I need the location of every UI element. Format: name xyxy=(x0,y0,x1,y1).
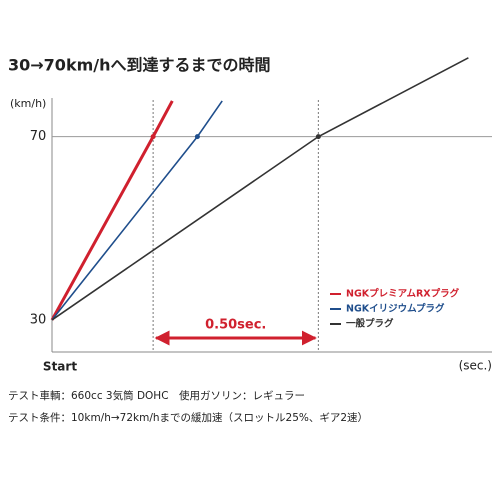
point xyxy=(315,134,321,140)
legend-label: NGKイリジウムプラグ xyxy=(346,303,445,315)
note: テスト車輌：660cc 3気筒 DOHC 使用ガソリン：レギュラー xyxy=(8,389,305,402)
point xyxy=(194,134,200,140)
line xyxy=(51,100,223,321)
legend-label: 一般プラグ xyxy=(346,318,394,330)
note: テスト条件：10km/h→72km/hまでの緩加速（スロットル25%、ギア2速） xyxy=(8,411,368,424)
y-axis-label: (km/h) xyxy=(10,97,46,110)
line xyxy=(50,100,174,321)
legend-label: NGKプレミアムRXプラグ xyxy=(346,288,460,300)
chart-title: 30→70km/hへ到達するまでの時間 xyxy=(8,56,271,75)
line xyxy=(51,57,469,321)
x-axis-label: (sec.) xyxy=(459,359,492,373)
y-tick-label: 70 xyxy=(30,129,47,144)
x-tick-label: Start xyxy=(43,360,77,374)
y-tick-label: 30 xyxy=(30,312,47,327)
annotation: 0.50sec. xyxy=(205,318,266,333)
point xyxy=(150,134,156,140)
